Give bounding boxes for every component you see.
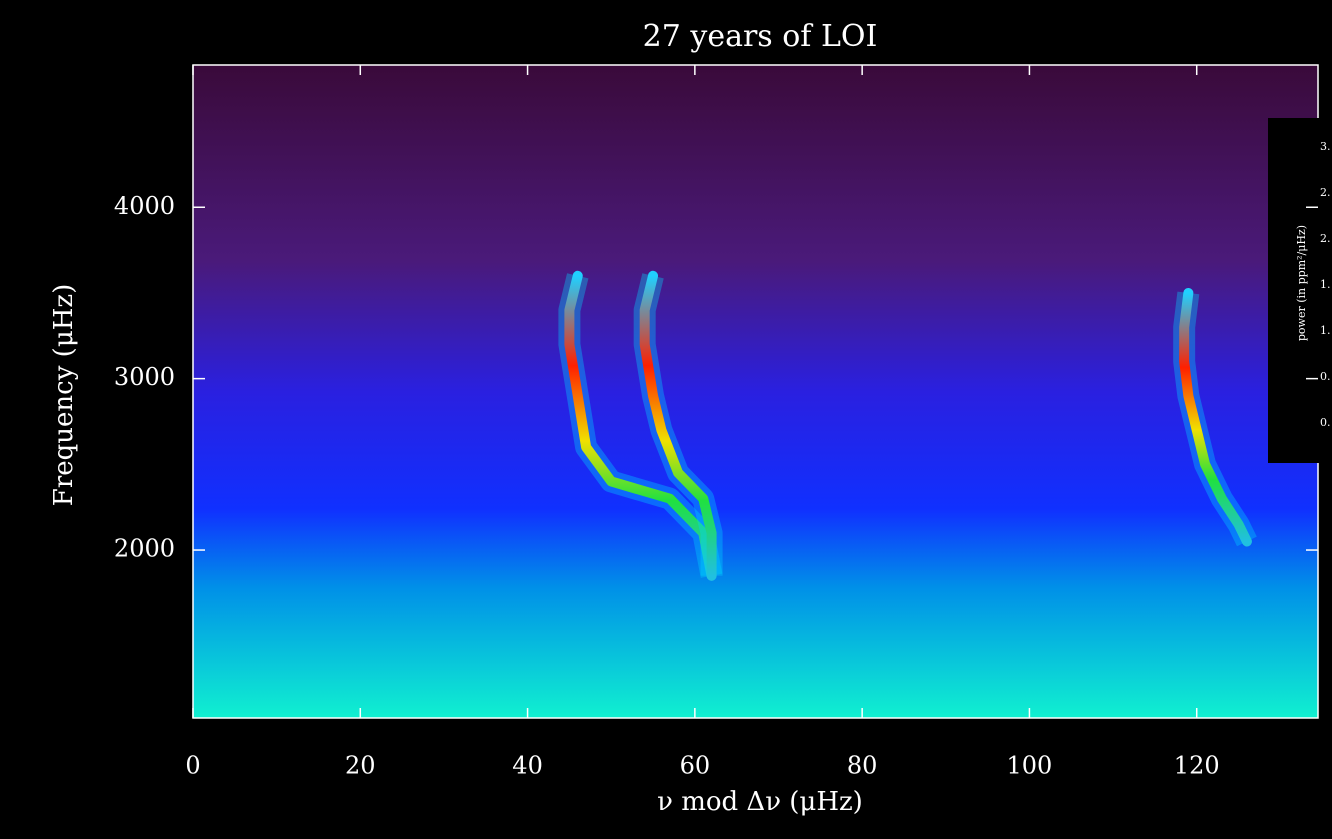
- x-tick-label: 0: [185, 752, 200, 780]
- ridge: [639, 270, 717, 581]
- heatmap: [193, 65, 1318, 718]
- y-tick-label: 3000: [114, 363, 175, 391]
- colorbar-label: 1.: [1320, 278, 1331, 291]
- x-tick-label: 100: [1007, 752, 1053, 780]
- colorbar-label: 1.: [1320, 324, 1331, 337]
- ridge: [564, 270, 717, 581]
- y-tick-label: 2000: [114, 535, 175, 563]
- colorbar-label: 2.: [1320, 186, 1331, 199]
- chart-title: 27 years of LOI: [643, 19, 878, 54]
- x-tick-label: 80: [847, 752, 878, 780]
- x-tick-label: 120: [1174, 752, 1220, 780]
- x-tick-label: 60: [680, 752, 711, 780]
- x-tick-label: 20: [345, 752, 376, 780]
- x-axis-label: ν mod Δν (μHz): [657, 787, 863, 817]
- colorbar-label: 0.: [1320, 370, 1331, 383]
- x-tick-label: 40: [512, 752, 543, 780]
- ridge: [1179, 287, 1252, 547]
- colorbar-label: 2.: [1320, 232, 1331, 245]
- colorbar-title: power (in ppm²/μHz): [1295, 225, 1308, 341]
- colorbar: [1268, 118, 1332, 463]
- colorbar-label: 0.: [1320, 416, 1331, 429]
- y-axis-label: Frequency (μHz): [49, 284, 79, 506]
- y-tick-label: 4000: [114, 192, 175, 220]
- colorbar-label: 3.: [1320, 140, 1331, 153]
